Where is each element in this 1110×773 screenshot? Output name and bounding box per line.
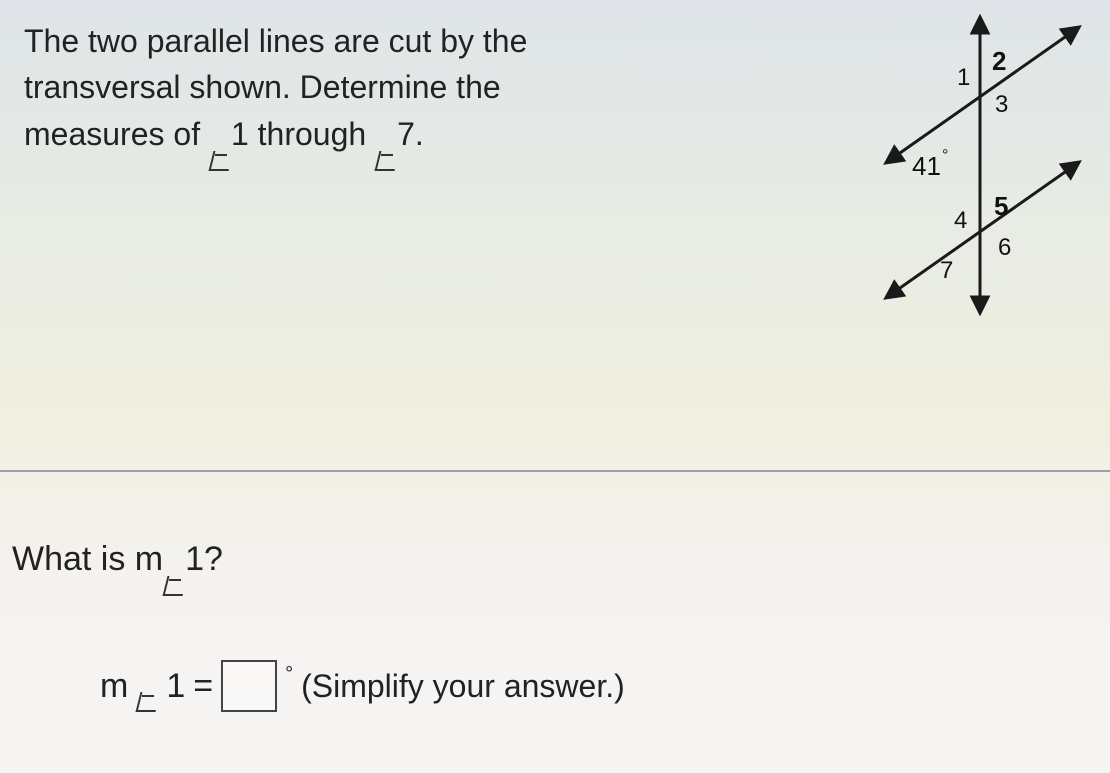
answer-prefix: m <box>100 667 128 706</box>
lower-parallel-line <box>890 165 1075 295</box>
angle-label-5: 5 <box>994 191 1008 221</box>
problem-statement: The two parallel lines are cut by the tr… <box>24 18 527 157</box>
diagram-svg: 1 2 3 41 ° 4 5 6 7 <box>830 10 1090 320</box>
problem-line2: transversal shown. Determine the <box>24 69 501 105</box>
answer-input-box[interactable] <box>221 660 277 712</box>
angle-label-4: 4 <box>954 207 967 234</box>
problem-line3a: measures of <box>24 116 209 152</box>
angle-diagram: 1 2 3 41 ° 4 5 6 7 <box>830 10 1090 320</box>
given-angle-degree: ° <box>942 147 948 164</box>
answer-num: 1 <box>166 667 185 706</box>
angle-label-2: 2 <box>992 46 1006 76</box>
angle-label-6: 6 <box>998 234 1011 261</box>
question-suffix: ? <box>204 540 223 578</box>
upper-parallel-line <box>890 30 1075 160</box>
given-angle-value: 41 <box>912 151 941 181</box>
section-divider <box>0 470 1110 472</box>
angle-ref-7: 7 <box>397 116 415 152</box>
angle-label-7: 7 <box>940 257 953 284</box>
answer-line: m1 = ° (Simplify your answer.) <box>100 660 625 712</box>
problem-mid: through <box>249 116 375 152</box>
answer-equals: = <box>193 667 213 706</box>
question-num: 1 <box>185 540 204 578</box>
problem-line1: The two parallel lines are cut by the <box>24 23 527 59</box>
question-line: What is m 1? <box>12 540 223 579</box>
angle-label-3: 3 <box>995 91 1008 118</box>
answer-hint: (Simplify your answer.) <box>301 668 625 705</box>
question-prefix: What is m <box>12 540 163 578</box>
problem-dot: . <box>415 116 424 152</box>
angle-label-1: 1 <box>957 64 970 91</box>
angle-ref-1: 1 <box>231 116 249 152</box>
degree-symbol: ° <box>285 663 293 686</box>
